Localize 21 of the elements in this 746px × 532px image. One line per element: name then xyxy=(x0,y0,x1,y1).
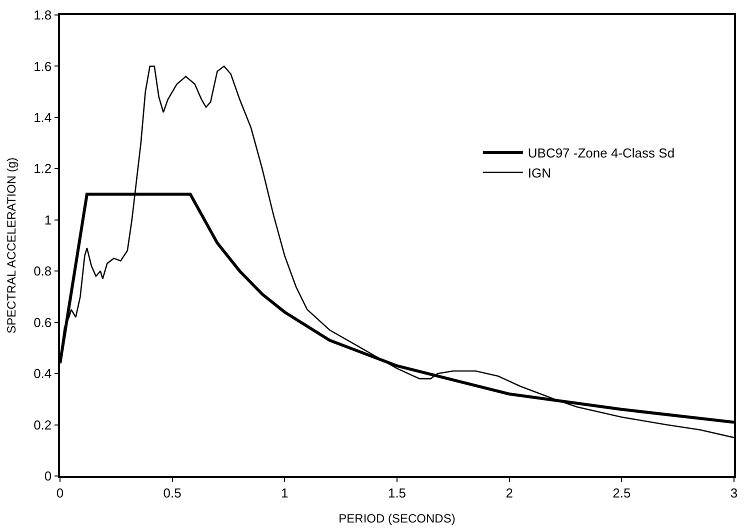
legend-label: UBC97 -Zone 4-Class Sd xyxy=(528,146,675,161)
x-tick-label: 0 xyxy=(56,485,64,500)
legend-label: IGN xyxy=(528,165,552,180)
y-tick-label: 1.2 xyxy=(34,161,52,176)
y-tick-label: 1.8 xyxy=(34,8,52,23)
x-tick-label: 2.5 xyxy=(612,485,631,500)
y-tick-label: 0.4 xyxy=(34,366,52,382)
x-tick-label: 3 xyxy=(730,485,738,500)
y-tick-label: 0.2 xyxy=(34,417,52,432)
y-tick-label: 0.6 xyxy=(34,314,52,330)
x-tick-label: 1 xyxy=(281,485,288,500)
y-tick-label: 0.8 xyxy=(34,264,52,279)
x-tick-label: 1.5 xyxy=(388,485,406,500)
y-tick-label: 1.6 xyxy=(34,58,52,74)
x-tick-label: 2 xyxy=(506,485,513,500)
y-tick-label: 0 xyxy=(44,468,52,484)
x-axis-title: PERIOD (SECONDS) xyxy=(338,512,456,526)
y-tick-label: 1.4 xyxy=(34,110,52,125)
y-tick-label: 1 xyxy=(44,212,52,228)
x-tick-label: 0.5 xyxy=(163,485,182,500)
y-axis-title: SPECTRAL ACCELERATION (g) xyxy=(4,157,18,334)
